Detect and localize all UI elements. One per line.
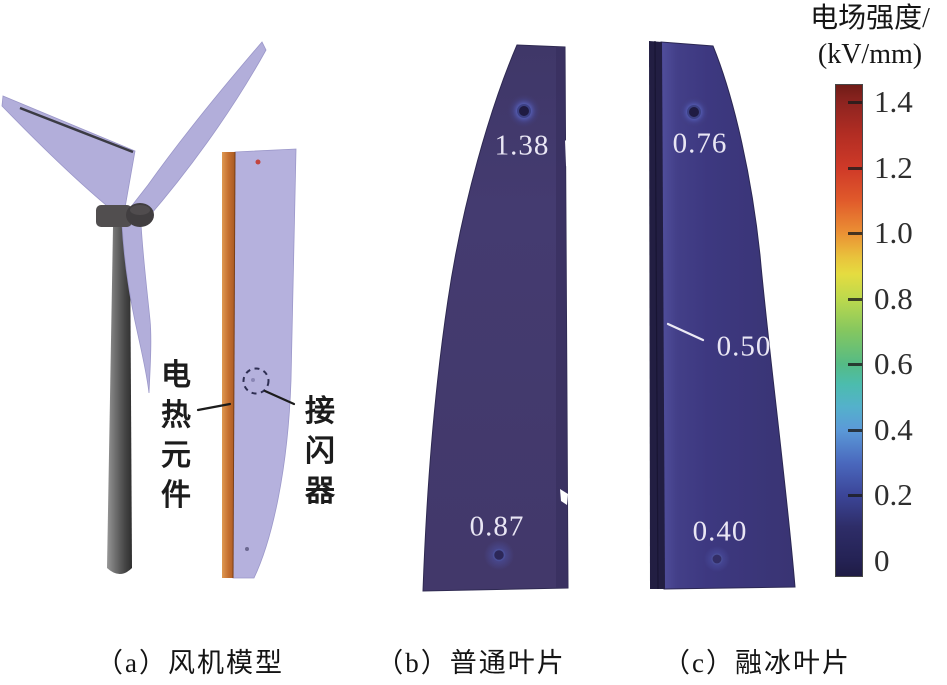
blade-top-marker-dot xyxy=(255,159,261,165)
blade-c-body xyxy=(660,41,796,590)
colorbar-tick xyxy=(848,429,862,432)
colorbar-title: 电场强度/ (kV/mm) xyxy=(793,1,947,73)
field-value-b-tip: 1.38 xyxy=(494,129,550,162)
blade-b-tip-receptor-spot xyxy=(517,104,531,118)
field-value-c-mid: 0.50 xyxy=(716,330,772,363)
blade-bottom-marker-dot xyxy=(245,547,249,551)
colorbar-title-line1: 电场强度/ xyxy=(810,3,930,34)
colorbar-tick xyxy=(848,232,862,235)
field-value-c-tip: 0.76 xyxy=(672,127,728,160)
colorbar-tick-label: 1.4 xyxy=(874,84,913,119)
caption-panel-c: （c）融冰叶片 xyxy=(663,648,851,678)
colorbar-tick xyxy=(848,167,862,170)
blade-b-edge-notch-bottom xyxy=(560,489,568,505)
colorbar-tick-label: 0.8 xyxy=(874,281,913,316)
blade-c-root-receptor-spot xyxy=(711,553,723,565)
turbine-blade-down xyxy=(121,223,152,394)
heating-element-strip-edge xyxy=(232,151,236,579)
caption-panel-b: （b）普通叶片 xyxy=(376,648,566,678)
normal-blade-contour xyxy=(422,44,573,592)
blade-b-root-receptor-spot xyxy=(492,548,506,562)
colorbar-tick-label: 0.2 xyxy=(874,477,913,512)
colorbar-tick xyxy=(848,363,862,366)
lightning-receptor-label: 接闪器 xyxy=(305,395,335,508)
field-value-c-root: 0.40 xyxy=(692,515,748,548)
lightning-receptor-leader-line xyxy=(263,389,296,406)
heating-element-leader-line xyxy=(196,402,232,412)
lightning-receptor-dot xyxy=(251,378,255,382)
colorbar-tick xyxy=(848,298,862,301)
turbine-blade-left-edge-shadow xyxy=(19,106,134,154)
blade-c-heating-strip-line xyxy=(654,40,659,590)
turbine-tower xyxy=(107,227,132,574)
wind-turbine-illustration xyxy=(1,41,297,579)
blade-b-right-shading xyxy=(556,47,568,588)
colorbar-tick-label: 0.6 xyxy=(874,346,913,381)
blade-c-mid-value-leader-line xyxy=(666,322,705,342)
field-value-b-root: 0.87 xyxy=(469,510,525,543)
blade-b-body xyxy=(422,44,569,592)
colorbar-tick xyxy=(848,101,862,104)
caption-panel-a: （a）风机模型 xyxy=(96,648,284,678)
turbine-hub-highlight xyxy=(130,205,150,215)
model-blade-body xyxy=(232,148,297,579)
colorbar-tick-label: 0.4 xyxy=(874,412,913,447)
colorbar-tick-label: 1.0 xyxy=(874,215,913,250)
lightning-receptor-dashed-circle xyxy=(242,367,270,395)
colorbar-gradient xyxy=(835,84,863,577)
blade-c-tip-receptor-spot xyxy=(687,105,701,119)
colorbar-tick xyxy=(848,494,862,497)
heating-element-label: 电热元件 xyxy=(161,359,191,512)
turbine-nacelle xyxy=(96,205,132,227)
colorbar-tick-label: 1.2 xyxy=(874,150,913,185)
blade-b-edge-notch-top xyxy=(565,140,573,170)
turbine-blade-left xyxy=(1,95,136,220)
colorbar-title-line2: (kV/mm) xyxy=(817,39,923,70)
heating-element-strip xyxy=(222,152,235,578)
colorbar-tick-label: 0 xyxy=(874,543,890,578)
ice-melting-blade-contour xyxy=(649,40,796,590)
